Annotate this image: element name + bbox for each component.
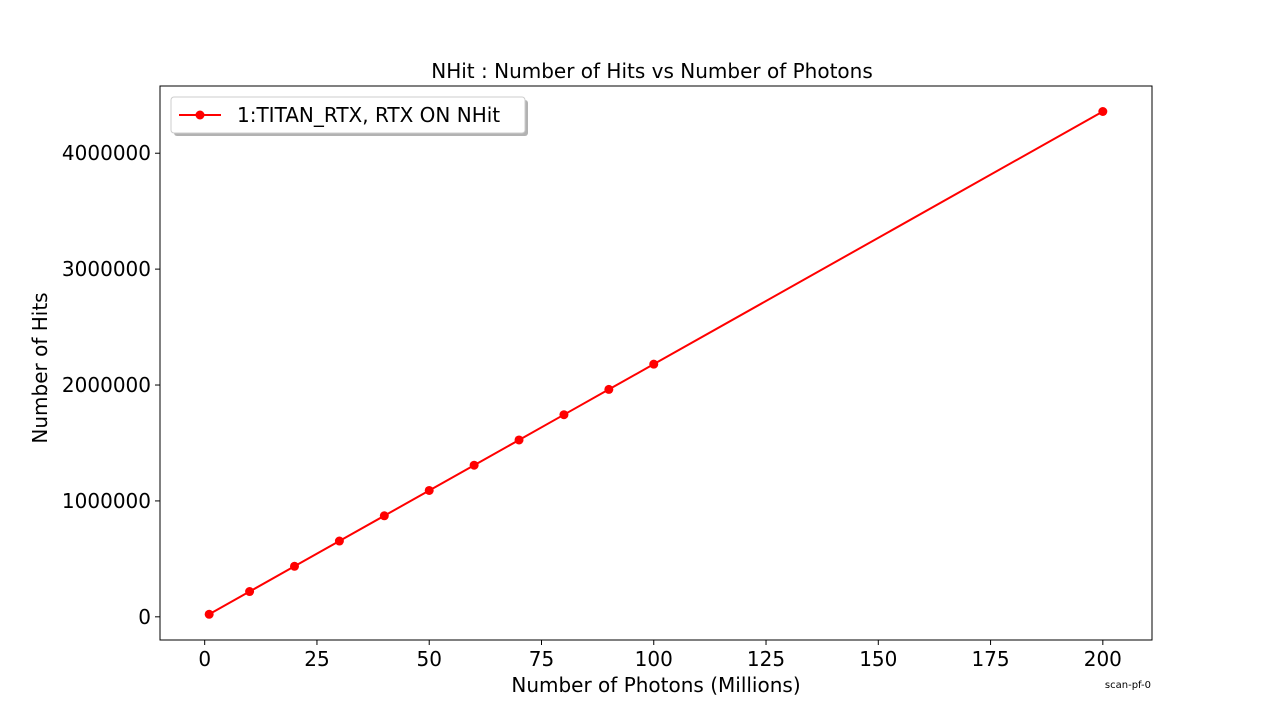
data-point <box>604 384 614 394</box>
data-point <box>379 511 389 521</box>
x-tick-label: 50 <box>416 647 441 671</box>
x-tick-label: 200 <box>1084 647 1122 671</box>
y-tick-label: 2000000 <box>62 373 151 397</box>
data-point <box>469 460 479 470</box>
legend-label: 1:TITAN_RTX, RTX ON NHit <box>237 103 500 127</box>
legend: 1:TITAN_RTX, RTX ON NHit <box>170 96 528 136</box>
plot-frame <box>159 85 1153 641</box>
data-point <box>649 359 659 369</box>
x-tick-label: 25 <box>304 647 329 671</box>
x-tick-label: 125 <box>747 647 785 671</box>
y-axis: 0 1000000 2000000 3000000 4000000 <box>62 141 160 629</box>
x-axis-label: Number of Photons (Millions) <box>511 673 800 697</box>
x-axis: 0 25 50 75 100 125 150 175 200 <box>198 640 1122 671</box>
x-tick-label: 175 <box>971 647 1009 671</box>
data-point <box>289 561 299 571</box>
data-point <box>424 485 434 495</box>
y-tick-label: 3000000 <box>62 257 151 281</box>
x-tick-label: 150 <box>859 647 897 671</box>
data-point <box>334 536 344 546</box>
y-tick-label: 1000000 <box>62 489 151 513</box>
y-tick-label: 4000000 <box>62 141 151 165</box>
y-tick-label: 0 <box>138 605 151 629</box>
data-point <box>559 410 569 420</box>
x-tick-label: 75 <box>529 647 554 671</box>
x-tick-label: 0 <box>198 647 211 671</box>
data-point <box>1098 106 1108 116</box>
footer-tag: scan-pf-0 <box>1105 680 1151 691</box>
x-tick-label: 100 <box>635 647 673 671</box>
data-point <box>204 609 214 619</box>
series-layer <box>204 106 1108 619</box>
chart-title: NHit : Number of Hits vs Number of Photo… <box>431 59 873 83</box>
y-axis-label: Number of Hits <box>28 292 52 443</box>
data-point <box>514 435 524 445</box>
legend-box <box>170 96 526 134</box>
legend-marker <box>195 110 205 120</box>
series-line <box>208 110 1104 616</box>
data-point <box>245 587 255 597</box>
